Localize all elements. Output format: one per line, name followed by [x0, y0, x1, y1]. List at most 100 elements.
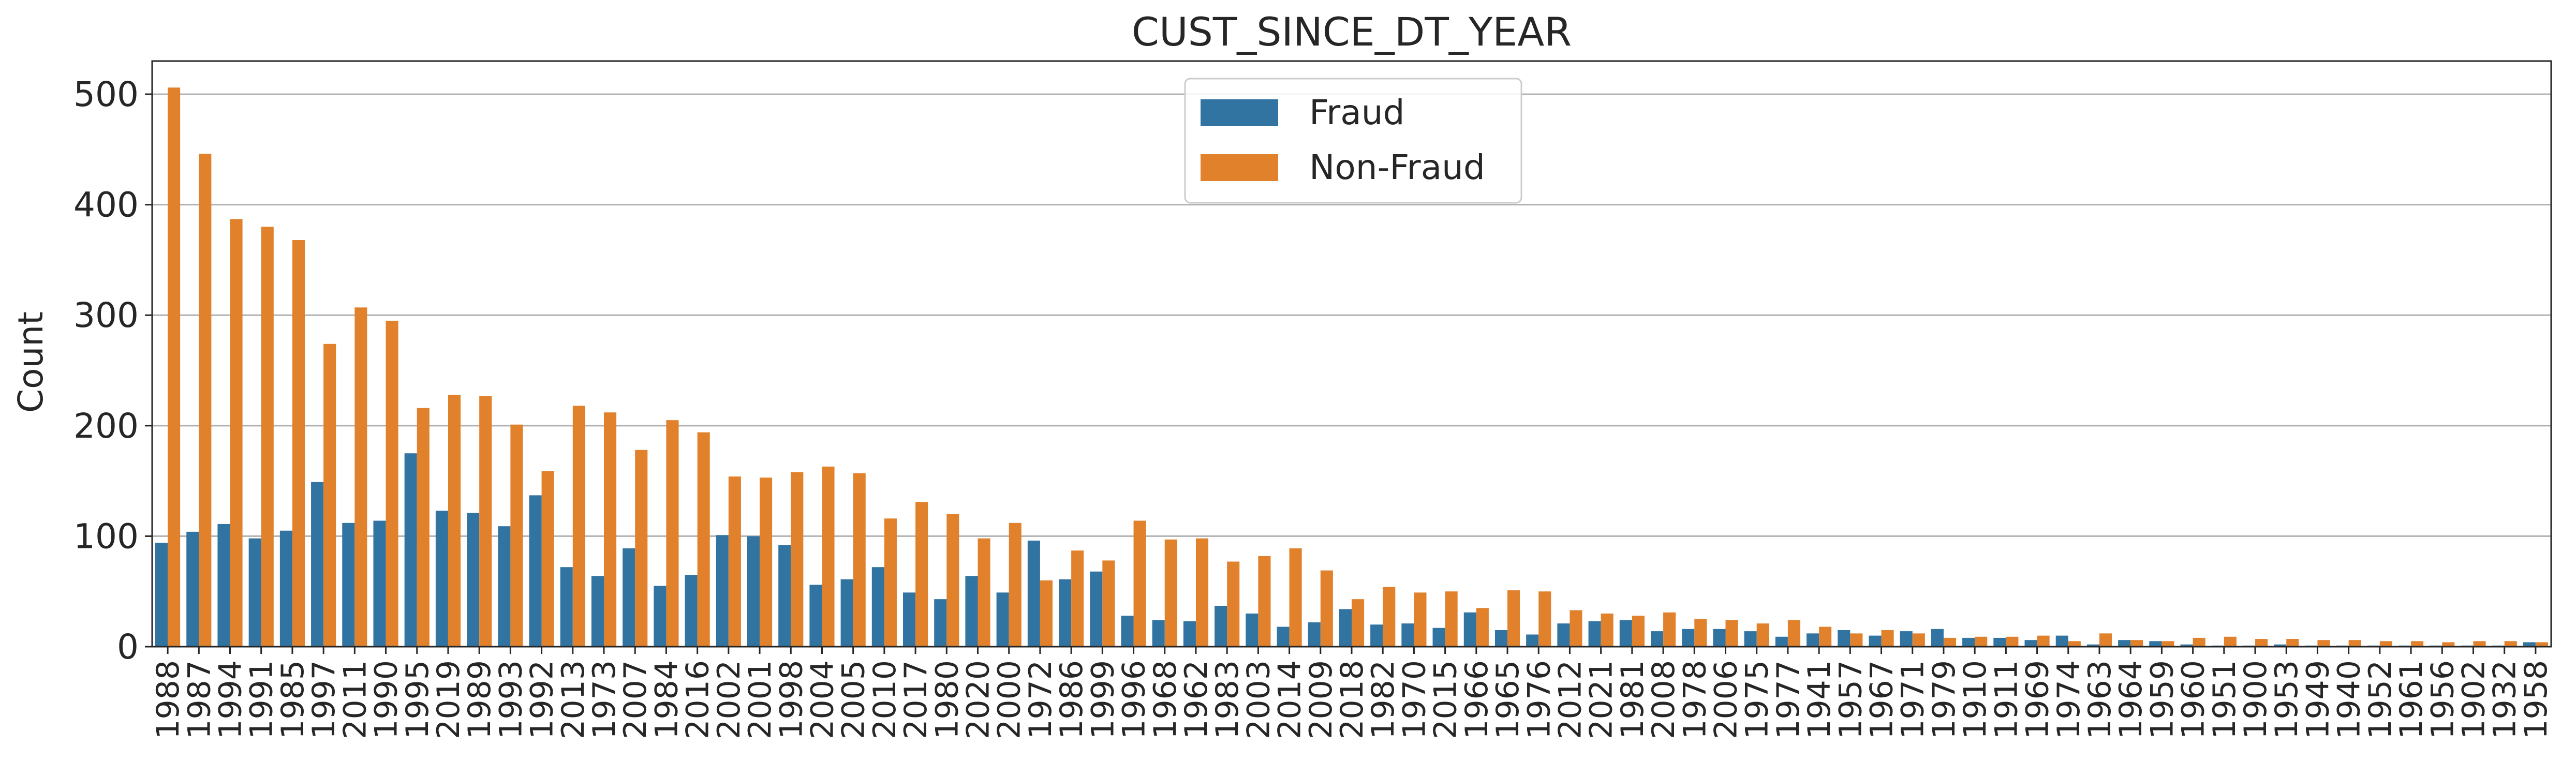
x-tick-label: 2006 [1708, 660, 1744, 739]
bar-non-fraud-1997 [323, 344, 336, 647]
bar-fraud-2020 [965, 576, 978, 647]
bar-fraud-1979 [1931, 629, 1944, 647]
bar-non-fraud-2006 [1725, 620, 1738, 647]
x-tick-label: 1940 [2331, 660, 2367, 739]
bar-non-fraud-1964 [2130, 640, 2143, 647]
x-tick-label: 2012 [1552, 660, 1588, 739]
bar-non-fraud-2003 [1258, 556, 1271, 647]
x-tick-label: 1910 [1957, 660, 1993, 739]
bar-fraud-1974 [2055, 635, 2068, 647]
bar-non-fraud-2015 [1445, 591, 1458, 647]
legend-swatch-fraud [1201, 99, 1278, 126]
bars [155, 87, 2548, 647]
bar-non-fraud-2007 [635, 450, 648, 647]
x-tick-label: 1980 [929, 660, 965, 739]
bar-fraud-2001 [747, 536, 760, 647]
x-tick-label: 1900 [2238, 660, 2274, 739]
bar-non-fraud-1979 [1943, 637, 1957, 647]
bar-non-fraud-1958 [2535, 642, 2548, 647]
bar-non-fraud-1976 [1538, 591, 1551, 647]
x-tick-label: 1902 [2455, 660, 2492, 739]
bar-fraud-2012 [1557, 623, 1570, 647]
x-tick-label: 1975 [1739, 660, 1775, 739]
bar-non-fraud-1995 [417, 408, 430, 647]
bar-non-fraud-1982 [1383, 587, 1396, 647]
x-tick-label: 1995 [399, 660, 436, 739]
bar-fraud-1953 [2274, 644, 2287, 647]
bar-non-fraud-1953 [2286, 639, 2299, 647]
bar-non-fraud-1968 [1164, 539, 1177, 647]
legend: Fraud Non-Fraud [1184, 78, 1522, 204]
x-tick-label: 1979 [1926, 660, 1962, 739]
bar-non-fraud-1981 [1632, 616, 1645, 647]
bar-non-fraud-2016 [697, 432, 710, 647]
bar-non-fraud-2019 [448, 395, 461, 647]
bar-fraud-1982 [1370, 624, 1383, 647]
bar-non-fraud-1951 [2224, 636, 2237, 647]
bar-fraud-2021 [1588, 621, 1601, 647]
bar-non-fraud-2011 [354, 307, 367, 647]
bar-fraud-1986 [1059, 579, 1072, 647]
bar-non-fraud-2020 [978, 538, 990, 647]
bar-fraud-1965 [1494, 630, 1508, 647]
bar-fraud-2004 [809, 585, 822, 647]
bar-fraud-2003 [1246, 613, 1259, 647]
bar-fraud-1972 [1027, 540, 1040, 647]
x-tick-label: 1971 [1895, 660, 1931, 739]
bar-fraud-1973 [591, 576, 604, 647]
x-tick-label: 2020 [960, 660, 997, 739]
legend-label-fraud: Fraud [1309, 93, 1404, 132]
bar-fraud-1983 [1215, 605, 1227, 647]
x-tick-label: 1999 [1085, 660, 1121, 739]
bar-fraud-1991 [248, 538, 261, 647]
x-tick-label: 1996 [1116, 660, 1152, 739]
bar-non-fraud-1971 [1912, 633, 1925, 647]
x-tick-label: 1981 [1615, 660, 1651, 739]
bar-fraud-2010 [871, 567, 884, 647]
bar-non-fraud-1990 [386, 320, 398, 647]
bar-non-fraud-1985 [292, 240, 305, 647]
bar-fraud-1975 [1744, 631, 1757, 647]
bar-non-fraud-1902 [2473, 641, 2486, 647]
bar-fraud-1980 [934, 599, 947, 647]
bar-non-fraud-1996 [1133, 520, 1146, 647]
bar-non-fraud-1983 [1227, 561, 1240, 647]
bar-fraud-1967 [1869, 635, 1882, 647]
bar-fraud-2006 [1713, 629, 1726, 647]
y-tick-label: 500 [73, 74, 139, 114]
legend-label-non-fraud: Non-Fraud [1309, 147, 1485, 187]
x-tick-label: 2019 [431, 660, 467, 739]
bar-non-fraud-2014 [1289, 548, 1302, 647]
x-tick-label: 1952 [2362, 660, 2399, 739]
bar-fraud-2013 [560, 567, 573, 647]
x-tick-label: 2013 [555, 660, 591, 739]
bar-non-fraud-1959 [2162, 641, 2174, 647]
bar-non-fraud-2013 [572, 406, 585, 647]
y-tick-label: 300 [73, 295, 139, 335]
bar-fraud-2008 [1650, 631, 1664, 647]
bar-non-fraud-1992 [541, 471, 554, 647]
bar-fraud-2005 [840, 579, 853, 647]
bar-fraud-2000 [996, 592, 1009, 647]
x-tick-label: 2007 [617, 660, 654, 739]
bar-non-fraud-1911 [2006, 636, 2019, 647]
bar-fraud-2019 [435, 511, 448, 647]
x-tick-label: 2008 [1646, 660, 1682, 739]
bar-non-fraud-1952 [2379, 641, 2392, 647]
bar-fraud-1985 [279, 530, 292, 647]
x-tick-label: 1972 [1023, 660, 1059, 739]
x-tick-label: 1993 [493, 660, 529, 739]
x-tick-label: 1987 [181, 660, 217, 739]
bar-fraud-1996 [1121, 616, 1134, 647]
x-tick-label: 2015 [1428, 660, 1464, 739]
bar-fraud-2017 [903, 592, 916, 647]
bar-non-fraud-2009 [1320, 570, 1333, 647]
x-tick-label: 1977 [1770, 660, 1807, 739]
bar-non-fraud-1962 [1195, 538, 1209, 647]
x-tick-label: 2018 [1334, 660, 1370, 739]
bar-non-fraud-2012 [1570, 610, 1582, 647]
x-tick-label: 1932 [2487, 660, 2523, 739]
bar-fraud-1958 [2523, 642, 2536, 647]
bar-non-fraud-1949 [2317, 640, 2330, 647]
